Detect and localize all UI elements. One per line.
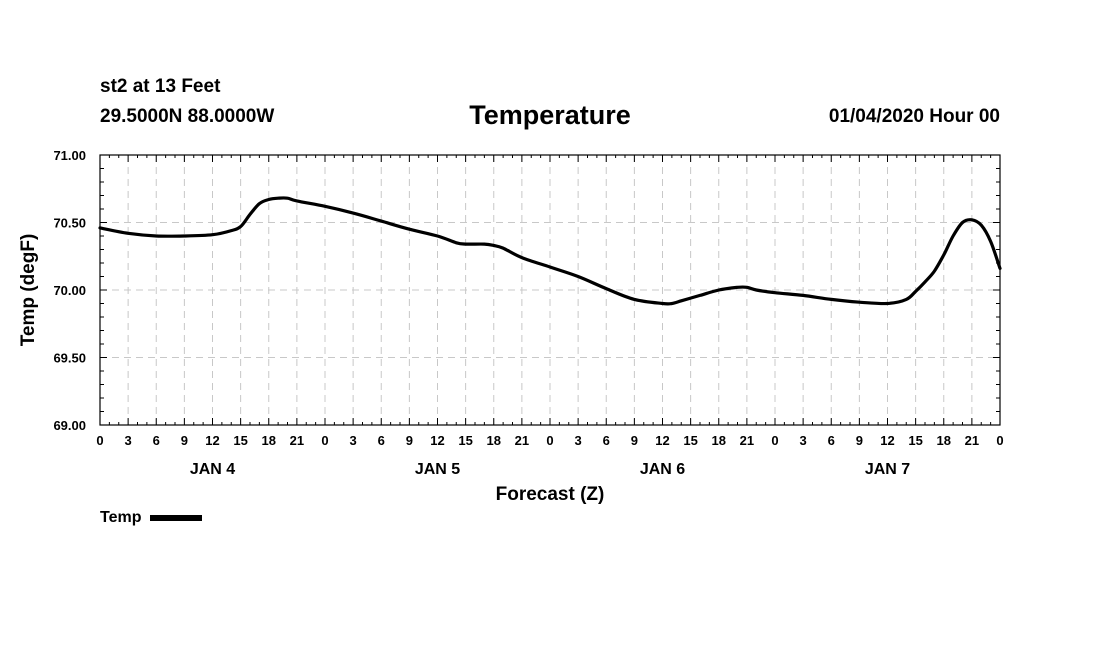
x-tick-label: 9 bbox=[856, 433, 863, 448]
y-tick-label: 70.50 bbox=[53, 216, 86, 231]
x-tick-label: 18 bbox=[262, 433, 276, 448]
legend: Temp bbox=[100, 509, 203, 527]
x-tick-label: 15 bbox=[233, 433, 247, 448]
x-tick-label: 12 bbox=[880, 433, 894, 448]
x-tick-label: 0 bbox=[546, 433, 553, 448]
plot-frame bbox=[99, 154, 1001, 426]
y-tick-label: 69.00 bbox=[53, 418, 86, 433]
x-tick-label: 0 bbox=[996, 433, 1003, 448]
x-tick-label: 21 bbox=[740, 433, 754, 448]
x-tick-label: 18 bbox=[937, 433, 951, 448]
x-tick-label: 21 bbox=[290, 433, 304, 448]
x-tick-label: 15 bbox=[458, 433, 472, 448]
x-tick-label: 6 bbox=[603, 433, 610, 448]
x-tick-label: 21 bbox=[965, 433, 979, 448]
legend-label: Temp bbox=[100, 509, 142, 526]
x-tick-label: 9 bbox=[631, 433, 638, 448]
x-tick-label: 3 bbox=[350, 433, 357, 448]
x-tick-label: 21 bbox=[515, 433, 529, 448]
x-tick-label: 3 bbox=[125, 433, 132, 448]
x-tick-label: 6 bbox=[153, 433, 160, 448]
x-tick-label: 12 bbox=[205, 433, 219, 448]
x-tick-label: 9 bbox=[406, 433, 413, 448]
y-axis-title: Temp (degF) bbox=[18, 234, 39, 347]
forecast-datetime: 01/04/2020 Hour 00 bbox=[828, 106, 1000, 127]
x-tick-label: 15 bbox=[908, 433, 922, 448]
x-tick-label: 15 bbox=[683, 433, 697, 448]
y-tick-label: 71.00 bbox=[53, 148, 86, 163]
x-axis-title: Forecast (Z) bbox=[496, 484, 605, 505]
x-tick-label: 3 bbox=[800, 433, 807, 448]
y-tick-label: 69.50 bbox=[53, 351, 86, 366]
x-tick-label: 0 bbox=[96, 433, 103, 448]
x-tick-label: 6 bbox=[378, 433, 385, 448]
x-tick-label: 18 bbox=[712, 433, 726, 448]
x-tick-label: 9 bbox=[181, 433, 188, 448]
day-label: JAN 4 bbox=[190, 461, 235, 478]
x-tick-label: 12 bbox=[430, 433, 444, 448]
day-label: JAN 5 bbox=[415, 461, 460, 478]
x-tick-label: 3 bbox=[575, 433, 582, 448]
x-tick-label: 12 bbox=[655, 433, 669, 448]
coordinates-label: 29.5000N 88.0000W bbox=[100, 106, 275, 127]
day-label: JAN 6 bbox=[640, 461, 685, 478]
x-tick-label: 0 bbox=[321, 433, 328, 448]
legend-swatch bbox=[150, 515, 203, 521]
x-tick-label: 6 bbox=[828, 433, 835, 448]
series-line-temp bbox=[98, 196, 1002, 306]
x-tick-label: 18 bbox=[487, 433, 501, 448]
day-label: JAN 7 bbox=[865, 461, 910, 478]
chart-title: Temperature bbox=[469, 100, 631, 130]
x-tick-label: 0 bbox=[771, 433, 778, 448]
station-label: st2 at 13 Feet bbox=[100, 76, 221, 97]
y-tick-label: 70.00 bbox=[53, 283, 86, 298]
